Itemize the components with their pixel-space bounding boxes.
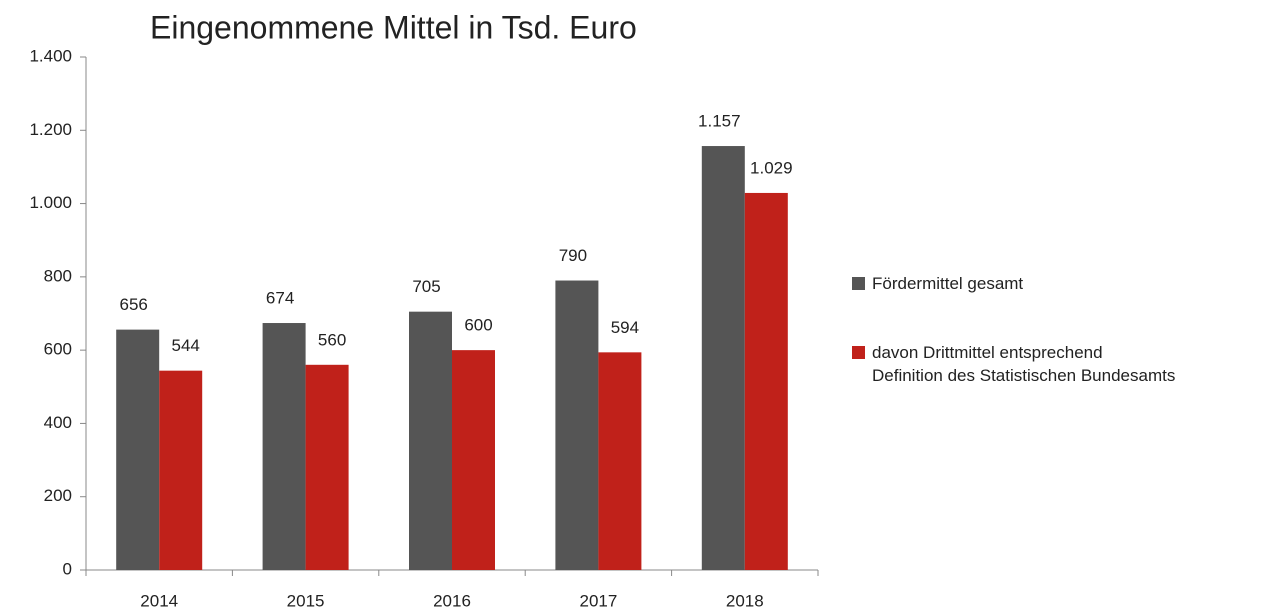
data-label: 656 — [120, 295, 148, 314]
legend-label: Fördermittel gesamt — [872, 274, 1024, 293]
bar — [409, 311, 452, 570]
x-tick-label: 2014 — [140, 591, 178, 610]
x-tick-label: 2017 — [579, 591, 617, 610]
bar — [452, 350, 495, 570]
bar — [744, 192, 788, 570]
data-label: 594 — [611, 318, 639, 337]
bar — [598, 352, 642, 570]
y-tick-label: 600 — [44, 340, 72, 359]
data-label: 544 — [172, 336, 200, 355]
bar — [262, 323, 306, 570]
legend-item: davon Drittmittel entsprechend Definitio… — [852, 341, 1175, 387]
bar — [305, 364, 349, 570]
legend-swatch — [852, 346, 865, 359]
data-label: 1.029 — [750, 158, 793, 177]
data-label: 1.157 — [698, 112, 741, 131]
data-label: 705 — [412, 277, 440, 296]
bar — [116, 329, 160, 570]
y-tick-label: 1.200 — [29, 120, 72, 139]
y-tick-label: 800 — [44, 266, 72, 285]
x-tick-label: 2018 — [726, 591, 764, 610]
chart-title: Eingenommene Mittel in Tsd. Euro — [150, 9, 637, 45]
legend-label: davon Drittmittel entsprechend Definitio… — [872, 343, 1176, 385]
bar — [555, 280, 599, 570]
x-tick-label: 2015 — [287, 591, 325, 610]
y-tick-label: 1.400 — [29, 46, 72, 65]
y-tick-label: 1.000 — [29, 193, 72, 212]
data-label: 790 — [559, 246, 587, 265]
y-tick-label: 400 — [44, 413, 72, 432]
legend-swatch — [852, 277, 865, 290]
x-tick-label: 2016 — [433, 591, 471, 610]
data-label: 674 — [266, 289, 294, 308]
data-label: 560 — [318, 330, 346, 349]
bar — [701, 146, 745, 570]
bar — [159, 370, 203, 570]
data-label: 600 — [464, 316, 492, 335]
y-tick-label: 0 — [63, 559, 72, 578]
legend-item: Fördermittel gesamt — [852, 272, 1023, 295]
y-tick-label: 200 — [44, 486, 72, 505]
